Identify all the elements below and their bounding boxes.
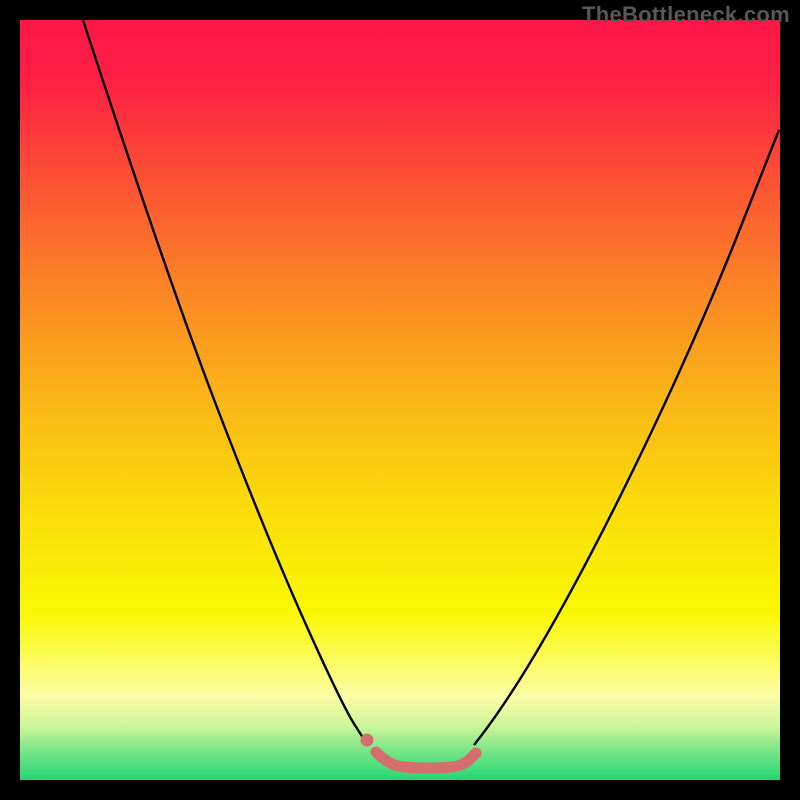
chart-svg <box>20 20 780 780</box>
watermark-text: TheBottleneck.com <box>582 2 790 28</box>
optimal-zone-dot <box>361 734 374 747</box>
bottleneck-chart <box>20 20 780 780</box>
